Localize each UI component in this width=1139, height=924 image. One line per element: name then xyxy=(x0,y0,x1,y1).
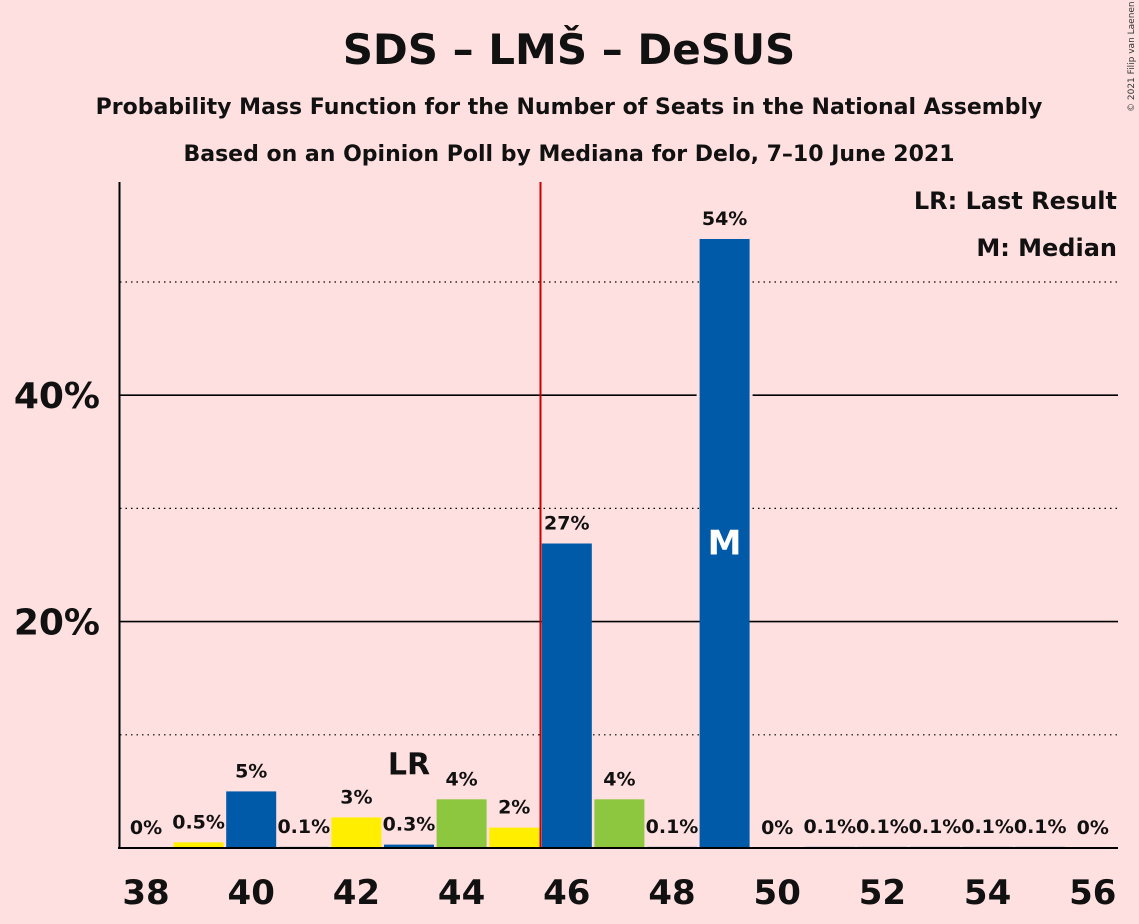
x-tick-label: 40 xyxy=(228,873,275,913)
bar-label-seat-40: 5% xyxy=(235,760,267,782)
x-tick-label: 56 xyxy=(1069,873,1116,913)
bar-label-seat-55: 0.1% xyxy=(1014,816,1067,838)
bar-label-seat-44: 4% xyxy=(445,768,477,790)
legend-median: M: Median xyxy=(976,234,1117,262)
y-axis-ticks: 20% 40% xyxy=(14,376,100,643)
bar-label-seat-46: 27% xyxy=(544,512,589,534)
x-tick-label: 50 xyxy=(754,873,801,913)
x-tick-label: 54 xyxy=(964,873,1011,913)
bar-label-seat-53: 0.1% xyxy=(909,816,962,838)
bar-seat-43 xyxy=(384,844,434,848)
chart-subtitle-poll: Based on an Opinion Poll by Mediana for … xyxy=(183,142,954,167)
bar-seat-49 xyxy=(699,238,750,848)
x-tick-label: 46 xyxy=(543,873,590,913)
bar-seat-47 xyxy=(594,799,645,848)
x-tick-label: 48 xyxy=(648,873,695,913)
x-tick-label: 38 xyxy=(122,873,169,913)
x-tick-label: 52 xyxy=(859,873,906,913)
bar-label-seat-41: 0.1% xyxy=(277,816,330,838)
bar-label-seat-52: 0.1% xyxy=(856,816,909,838)
legend-last-result: LR: Last Result xyxy=(914,187,1117,215)
bar-seat-45 xyxy=(489,827,540,848)
bar-label-seat-38: 0% xyxy=(130,817,162,839)
median-gap-left xyxy=(696,393,700,398)
bar-label-seat-49: 54% xyxy=(702,208,747,230)
x-axis-ticks: 38 40 42 44 46 48 50 52 54 56 xyxy=(122,873,1116,913)
bar-label-seat-45: 2% xyxy=(498,797,530,819)
x-tick-label: 42 xyxy=(333,873,380,913)
bar-label-seat-51: 0.1% xyxy=(803,816,856,838)
bar-label-seat-48: 0.1% xyxy=(646,816,699,838)
bar-label-seat-39: 0.5% xyxy=(172,811,225,833)
bar-label-seat-43: 0.3% xyxy=(383,814,436,836)
bar-label-seat-50: 0% xyxy=(761,817,793,839)
bar-label-seat-42: 3% xyxy=(340,786,372,808)
bar-label-seat-47: 4% xyxy=(603,768,635,790)
bar-seat-46 xyxy=(541,543,592,848)
y-tick-label: 40% xyxy=(14,376,100,417)
bars xyxy=(173,238,1066,848)
grid-lines xyxy=(120,281,1118,736)
last-result-marker: LR xyxy=(388,748,430,783)
median-marker: M xyxy=(708,523,742,563)
bar-seat-42 xyxy=(331,817,382,848)
bar-label-seat-56: 0% xyxy=(1077,817,1109,839)
chart-title: SDS – LMŠ – DeSUS xyxy=(343,24,796,74)
bar-seat-39 xyxy=(173,842,224,848)
y-tick-label: 20% xyxy=(14,603,100,644)
bar-label-seat-54: 0.1% xyxy=(961,816,1014,838)
median-gap-right xyxy=(749,393,753,398)
bar-seat-44 xyxy=(436,799,487,848)
copyright-note: © 2021 Filip van Laenen xyxy=(1127,1,1137,112)
chart-subtitle: Probability Mass Function for the Number… xyxy=(96,95,1043,120)
overlays: LR M xyxy=(388,182,742,848)
x-tick-label: 44 xyxy=(438,873,485,913)
bar-seat-40 xyxy=(226,791,277,848)
bar-labels: 0% 0.5% 5% 0.1% 3% 0.3% 4% 2% 27% 4% 0.1% 54% 0% 0.1%… xyxy=(130,208,1109,839)
